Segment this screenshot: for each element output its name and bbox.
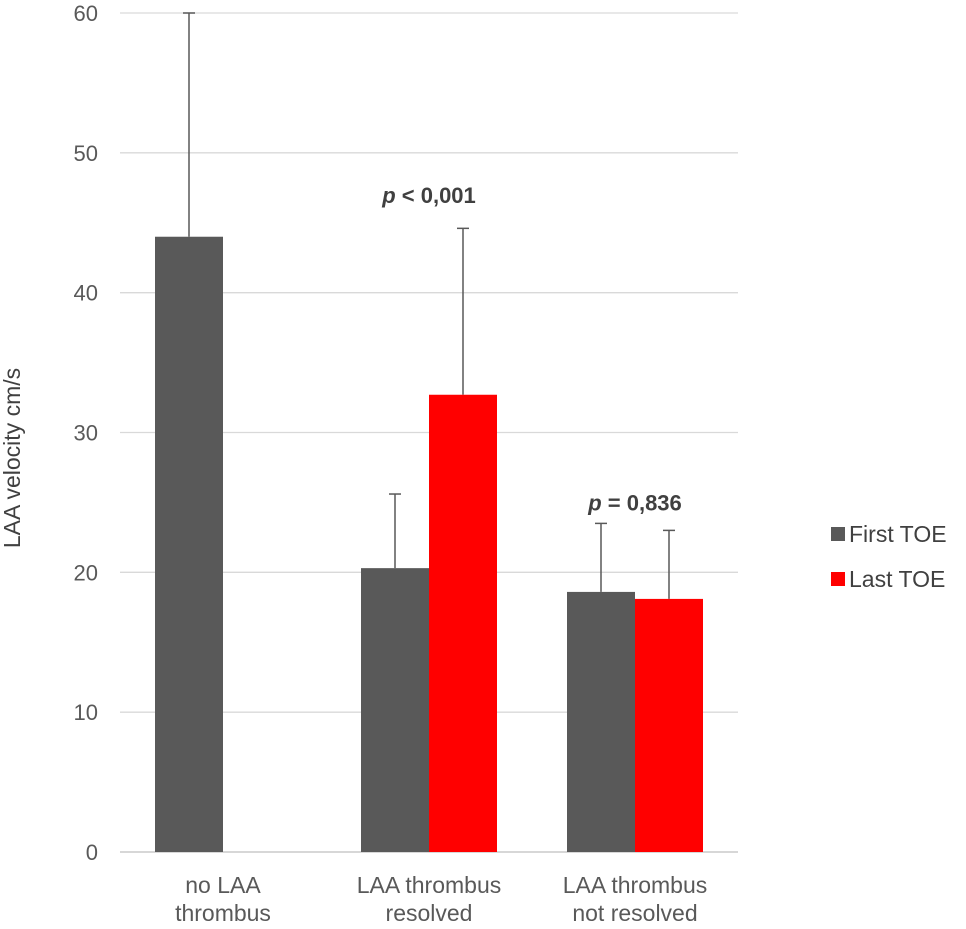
legend-swatch <box>831 572 845 586</box>
y-tick-label: 60 <box>74 1 98 26</box>
legend-label: First TOE <box>849 521 947 547</box>
x-axis-labels: no LAA thrombus LAA thrombus resolved LAA th… <box>175 872 707 926</box>
x-category-label: LAA thrombus resolved <box>357 872 501 926</box>
y-tick-label: 20 <box>74 560 98 585</box>
error-bars <box>183 12 675 599</box>
bar-last-toe <box>429 394 497 852</box>
annotations: p < 0,001 p = 0,836 <box>381 183 682 516</box>
bars <box>155 236 703 852</box>
p-value-annotation: p = 0,836 <box>587 490 682 515</box>
legend: First TOE Last TOE <box>831 521 947 592</box>
p-value-annotation: p < 0,001 <box>381 183 476 208</box>
legend-label: Last TOE <box>849 566 945 592</box>
bar-last-toe <box>635 598 703 852</box>
legend-swatch <box>831 527 845 541</box>
y-tick-label: 10 <box>74 700 98 725</box>
y-axis-ticks: 0 10 20 30 40 50 60 <box>74 1 98 865</box>
bar-first-toe <box>361 568 429 852</box>
y-tick-label: 30 <box>74 421 98 446</box>
y-tick-label: 40 <box>74 281 98 306</box>
y-axis-label: LAA velocity cm/s <box>0 368 25 548</box>
y-tick-label: 0 <box>86 840 98 865</box>
bar-first-toe <box>155 236 223 852</box>
y-tick-label: 50 <box>74 141 98 166</box>
bar-first-toe <box>567 591 635 852</box>
x-category-label: LAA thrombus not resolved <box>563 872 707 926</box>
x-category-label: no LAA thrombus <box>175 872 271 926</box>
